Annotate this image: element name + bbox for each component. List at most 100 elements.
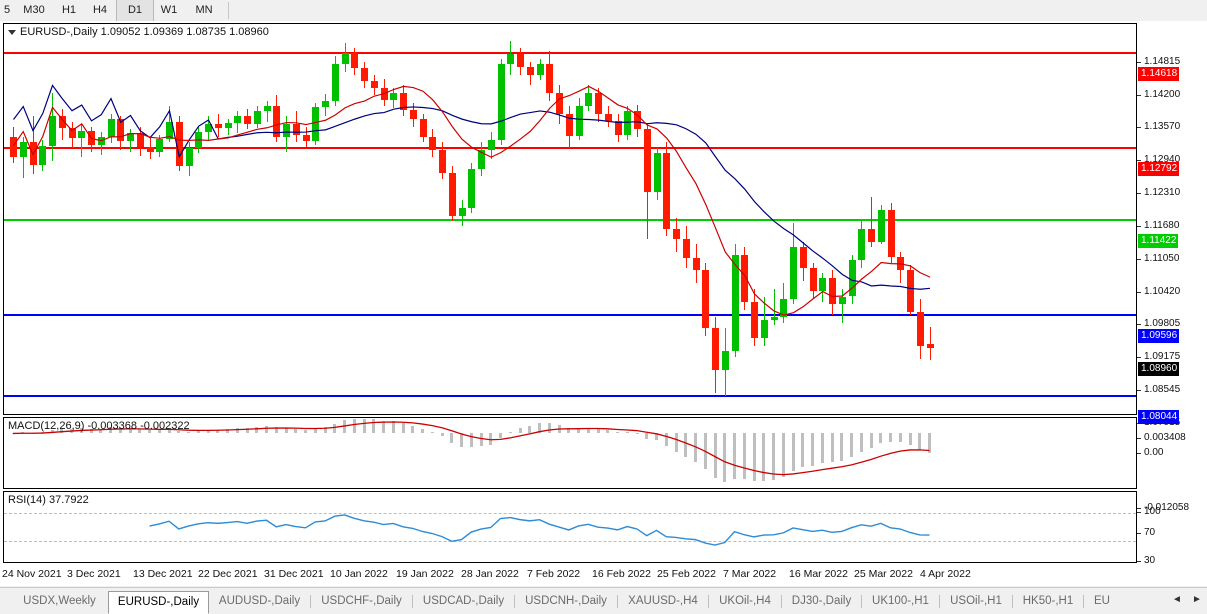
price-level-line-support-4[interactable] xyxy=(4,395,1136,398)
chart-tab-audusd--daily[interactable]: AUDUSD-,Daily xyxy=(218,595,301,607)
macd-histogram-bar xyxy=(889,433,892,443)
macd-histogram-bar xyxy=(664,433,668,447)
candle-wick xyxy=(841,288,843,323)
chart-tab-usdx-weekly[interactable]: USDX,Weekly xyxy=(23,595,96,607)
candle-body xyxy=(39,146,47,165)
macd-histogram-bar xyxy=(187,431,190,434)
candle-body xyxy=(361,68,368,81)
candle-body xyxy=(439,150,446,173)
price-tag-1[interactable]: 1.12792 xyxy=(1138,162,1180,177)
date-axis-label: 19 Jan 2022 xyxy=(396,568,454,580)
candle-body xyxy=(224,122,232,128)
timeframe-button-m30[interactable]: M30 xyxy=(23,4,45,16)
candle-body xyxy=(799,246,807,268)
timeframe-button-h4[interactable]: H4 xyxy=(92,4,108,16)
candle-body xyxy=(565,113,573,137)
price-tick-label: 1.10420 xyxy=(1144,285,1181,297)
price-scale[interactable]: 1.14815 1.14200 1.13570 1.12940 1.12310 1.116… xyxy=(1137,44,1207,436)
candle-body xyxy=(97,137,105,146)
price-tag-4[interactable]: 1.08960 xyxy=(1138,362,1180,377)
macd-histogram-bar xyxy=(469,433,473,448)
candle-body xyxy=(731,254,739,352)
date-axis[interactable]: 24 Nov 2021 3 Dec 2021 13 Dec 2021 22 Dec 2… xyxy=(0,566,1207,586)
candle-body xyxy=(604,113,612,121)
macd-pane[interactable]: MACD(12,26,9) -0.003368 -0.002322 xyxy=(3,417,1137,489)
timeframe-button-mn[interactable]: MN xyxy=(195,4,213,16)
chart-tab-hk50--h1[interactable]: HK50-,H1 xyxy=(1022,595,1074,607)
candle-body xyxy=(741,254,749,302)
macd-histogram-bar xyxy=(235,428,239,434)
price-tag-3[interactable]: 1.09596 xyxy=(1138,328,1180,343)
rsi-tick-label: 30 xyxy=(1144,555,1156,566)
chart-tab-usdchf--daily[interactable]: USDCHF-,Daily xyxy=(321,595,402,607)
candle-body xyxy=(185,147,193,166)
chart-tab-uk100--h1[interactable]: UK100-,H1 xyxy=(872,595,929,607)
chart-tab-usdcnh--daily[interactable]: USDCNH-,Daily xyxy=(525,595,607,607)
candle-body xyxy=(546,64,554,93)
date-axis-label: 24 Nov 2021 xyxy=(2,568,62,580)
macd-histogram-bar xyxy=(908,433,912,446)
macd-histogram-bar xyxy=(284,427,288,434)
macd-histogram-bar xyxy=(723,433,727,483)
candle-body xyxy=(146,146,154,152)
price-tag-5[interactable]: 1.08044 xyxy=(1138,410,1180,425)
macd-label: MACD(12,26,9) -0.003368 -0.002322 xyxy=(8,420,190,432)
candle-body xyxy=(663,152,671,229)
macd-histogram-bar xyxy=(645,433,649,439)
candle-body xyxy=(127,133,134,142)
price-tag-2[interactable]: 1.11422 xyxy=(1138,233,1179,248)
price-pane[interactable]: EURUSD-,Daily 1.09052 1.09369 1.08735 1.… xyxy=(3,23,1137,415)
price-level-line-support-3[interactable] xyxy=(4,313,1136,316)
candle-body xyxy=(195,132,203,148)
candle-body xyxy=(790,246,797,300)
tab-separator xyxy=(412,595,413,608)
chart-tab-usdcad--daily[interactable]: USDCAD-,Daily xyxy=(422,595,505,607)
price-tick-mark xyxy=(1137,389,1141,391)
price-tick-mark xyxy=(1137,226,1141,228)
price-level-line-resistance-0[interactable] xyxy=(4,51,1136,54)
chart-tab-usoil--h1[interactable]: USOil-,H1 xyxy=(950,595,1002,607)
timeframe-button-w1[interactable]: W1 xyxy=(160,4,178,16)
date-axis-label: 16 Mar 2022 xyxy=(789,568,848,580)
candle-body xyxy=(653,152,661,193)
price-tick-label: 1.08545 xyxy=(1144,383,1181,395)
chart-tab-eu[interactable]: EU xyxy=(1094,595,1110,607)
rsi-pane[interactable]: RSI(14) 37.7922 xyxy=(3,491,1137,563)
timeframe-button-d1[interactable]: D1 xyxy=(116,0,154,21)
price-level-line-resistance-1[interactable] xyxy=(4,147,1136,150)
chart-area[interactable]: EURUSD-,Daily 1.09052 1.09369 1.08735 1.… xyxy=(0,21,1207,587)
macd-histogram-bar xyxy=(128,427,132,434)
macd-histogram-bar xyxy=(255,426,259,434)
candle-body xyxy=(68,127,76,139)
candle-body xyxy=(517,53,524,67)
tab-separator xyxy=(1083,595,1084,608)
candle-body xyxy=(312,106,320,142)
candle-body xyxy=(634,111,641,130)
rsi-tick-mark xyxy=(1137,533,1141,534)
candle-body xyxy=(897,257,905,271)
candle-body xyxy=(136,133,144,147)
chart-title-text: EURUSD-,Daily 1.09052 1.09369 1.08735 1.… xyxy=(20,26,269,38)
price-tick-label: 1.14815 xyxy=(1144,56,1181,68)
chart-tab-xauusd--h4[interactable]: XAUUSD-,H4 xyxy=(628,595,698,607)
macd-histogram-bar xyxy=(694,433,697,463)
candle-body xyxy=(712,327,719,370)
timeframe-button-h1[interactable]: H1 xyxy=(61,4,77,16)
candle-body xyxy=(29,142,37,165)
chevron-down-icon[interactable] xyxy=(8,29,16,35)
chart-tab-eurusd--daily[interactable]: EURUSD-,Daily xyxy=(108,591,209,614)
candle-body xyxy=(10,137,17,158)
chart-tab-ukoil--h4[interactable]: UKOil-,H4 xyxy=(719,595,771,607)
tabs-scroll-right-arrow[interactable]: ► xyxy=(1192,594,1202,605)
tabs-scroll-left-arrow[interactable]: ◄ xyxy=(1172,594,1182,605)
price-tag-0[interactable]: 1.14618 xyxy=(1138,66,1180,81)
macd-histogram-bar xyxy=(50,429,54,434)
macd-histogram-bar xyxy=(333,423,337,434)
candle-body xyxy=(156,139,164,152)
chart-tab-dj30--daily[interactable]: DJ30-,Daily xyxy=(791,595,852,607)
macd-tick-mark xyxy=(1137,508,1141,509)
timeframe-button-5[interactable]: 5 xyxy=(3,4,11,16)
price-level-line-support-2[interactable] xyxy=(4,218,1136,221)
macd-histogram-bar xyxy=(265,425,268,434)
candle-body xyxy=(838,296,846,305)
